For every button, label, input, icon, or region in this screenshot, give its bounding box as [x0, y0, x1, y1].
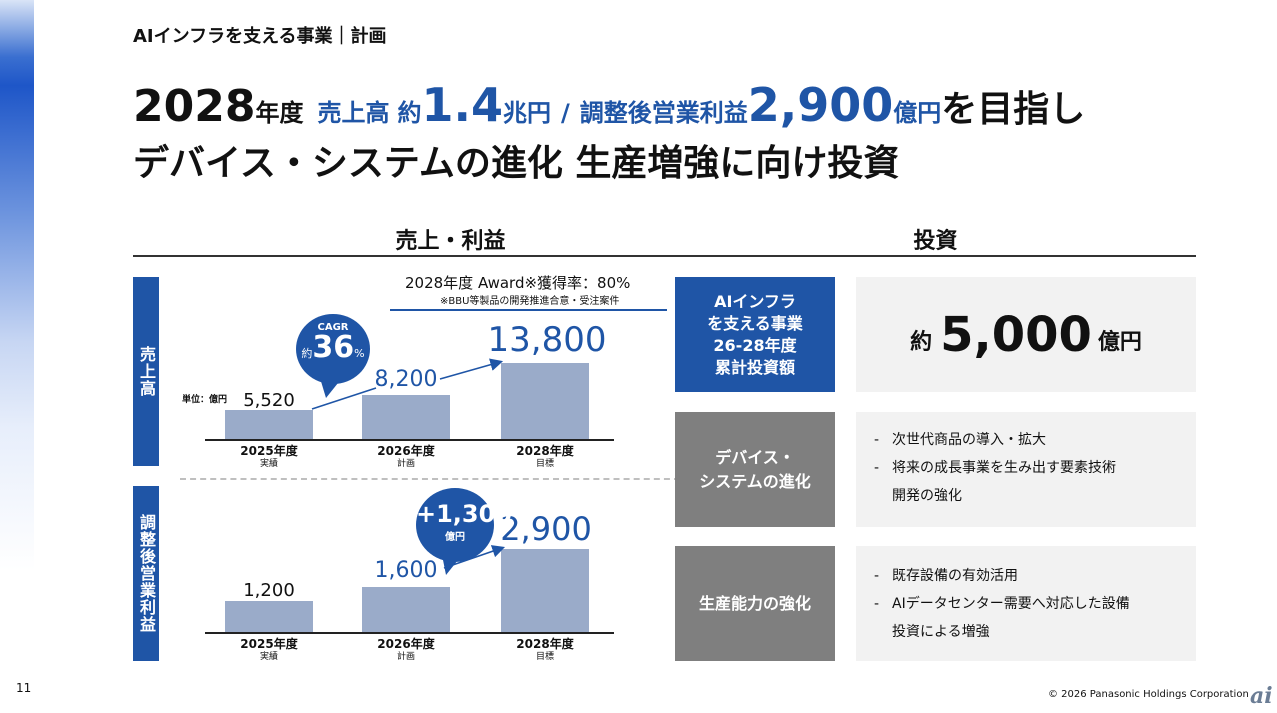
sales-year-2025-sub: 実績 [259, 459, 278, 469]
profit-year-2025: 2025年度 実績 [225, 638, 313, 664]
breadcrumb: AIインフラを支える事業｜計画 [133, 26, 387, 47]
side-gradient-bar [0, 0, 34, 713]
bullet-item: AIデータセンター需要へ対応した設備 [868, 590, 1196, 618]
sales-growth-arrows [311, 358, 504, 410]
profit-bar-2026 [362, 587, 450, 632]
right-section-divider [675, 255, 1196, 257]
page-number: 11 [16, 681, 32, 695]
invest-device-system-label: デバイス・ システムの進化 [675, 412, 835, 527]
bullet-item: 次世代商品の導入・拡大 [868, 426, 1196, 454]
headline-tail: を目指し [941, 89, 1086, 130]
copyright: © 2026 Panasonic Holdings Corporation [1048, 689, 1249, 700]
headline-sales-value: 1.4 [421, 78, 503, 132]
bullet-continuation: 投資による増強 [892, 624, 990, 640]
profit-year-2028: 2028年度 目標 [501, 638, 589, 664]
profit-bar-2025 [225, 601, 313, 632]
headline-sales-label: 売上高 [317, 99, 390, 127]
cagr-bubble: CAGR 約36% [296, 314, 370, 384]
sales-value-2025: 5,520 [243, 390, 295, 411]
profit-value-2025: 1,200 [243, 580, 295, 601]
profit-year-2026-label: 2026年度 [377, 637, 435, 651]
sales-year-2025-label: 2025年度 [240, 444, 298, 458]
profit-label: 調整後営業利益 [133, 486, 159, 661]
cagr-approx: 約 [301, 347, 313, 360]
sales-year-2026-label: 2026年度 [377, 444, 435, 458]
cagr-value: 36 [312, 330, 355, 365]
profit-delta-unit: 億円 [445, 532, 465, 543]
sales-year-2028: 2028年度 目標 [501, 445, 589, 471]
profit-baseline [205, 632, 614, 634]
profit-value-2026: 1,600 [374, 558, 438, 583]
invest-amount: 5,000 [940, 306, 1092, 363]
sales-value-2028: 13,800 [487, 320, 607, 360]
headline-line2: デバイス・システムの進化 生産増強に向け投資 [133, 143, 900, 184]
sales-label: 売上高 [133, 277, 159, 466]
award-underline [390, 309, 667, 311]
cagr-label: CAGR [317, 322, 349, 333]
invest-production-label: 生産能力の強化 [675, 546, 835, 661]
award-footnote: ※BBU等製品の開発推進合意・受注案件 [440, 296, 620, 307]
invest-amount-box: 約 5,000 億円 [856, 277, 1196, 392]
invest-device-system-box: 次世代商品の導入・拡大 将来の成長事業を生み出す要素技術 開発の強化 [856, 412, 1196, 527]
headline-line1: 2028 年度 売上高 約 1.4 兆円 / 調整後営業利益 2,900 億円 … [133, 78, 1085, 134]
bullet-item: 将来の成長事業を生み出す要素技術 [868, 454, 1196, 482]
headline-slash: / [560, 99, 570, 127]
headline-op-unit: 億円 [893, 99, 942, 127]
profit-delta-value: +1,300 [416, 500, 513, 528]
sales-value-2026: 8,200 [374, 367, 438, 392]
profit-year-2025-sub: 実績 [259, 652, 278, 662]
bullet-item: 既存設備の有効活用 [868, 562, 1196, 590]
sales-baseline [205, 439, 614, 441]
award-note: 2028年度 Award※獲得率：80% [405, 274, 631, 292]
profit-year-2026-sub: 計画 [396, 652, 415, 662]
headline-op-label: 調整後営業利益 [579, 99, 748, 127]
profit-bubble-tail [442, 555, 462, 575]
headline-op-value: 2,900 [747, 78, 894, 132]
profit-year-2025-label: 2025年度 [240, 637, 298, 651]
cagr-pct: % [354, 347, 365, 360]
profit-value-2028: 2,900 [500, 510, 592, 548]
invest-unit: 億円 [1097, 329, 1142, 355]
right-section-title: 投資 [913, 229, 958, 254]
cagr-bubble-tail [320, 378, 342, 398]
sales-year-2026-sub: 計画 [396, 459, 415, 469]
ai-logo-icon: ai [1250, 683, 1273, 709]
sales-bar-2028 [501, 363, 589, 439]
sales-bar-2025 [225, 410, 313, 439]
invest-approx: 約 [910, 329, 933, 355]
headline-year-suffix: 年度 [255, 99, 304, 127]
sales-year-2028-sub: 目標 [535, 459, 554, 469]
profit-year-2026: 2026年度 計画 [362, 638, 450, 664]
left-section-title: 売上・利益 [395, 229, 506, 254]
sales-year-2025: 2025年度 実績 [225, 445, 313, 471]
profit-bar-2028 [501, 549, 589, 632]
invest-ai-infra-label: AIインフラ を支える事業 26-28年度 累計投資額 [675, 277, 835, 392]
unit-label: 単位：億円 [182, 395, 228, 405]
invest-production-box: 既存設備の有効活用 AIデータセンター需要へ対応した設備 投資による増強 [856, 546, 1196, 661]
headline-sales-unit: 兆円 [502, 99, 551, 127]
section-separator [180, 478, 680, 480]
headline-year: 2028 [133, 81, 256, 132]
left-section-divider [133, 255, 768, 257]
bullet-continuation: 開発の強化 [892, 488, 962, 504]
profit-year-2028-label: 2028年度 [516, 637, 574, 651]
profit-delta-bubble: +1,300 億円 [416, 488, 513, 562]
profit-year-2028-sub: 目標 [535, 652, 554, 662]
sales-bar-2026 [362, 395, 450, 439]
headline-approx: 約 [397, 99, 422, 127]
sales-year-2028-label: 2028年度 [516, 444, 574, 458]
sales-year-2026: 2026年度 計画 [362, 445, 450, 471]
